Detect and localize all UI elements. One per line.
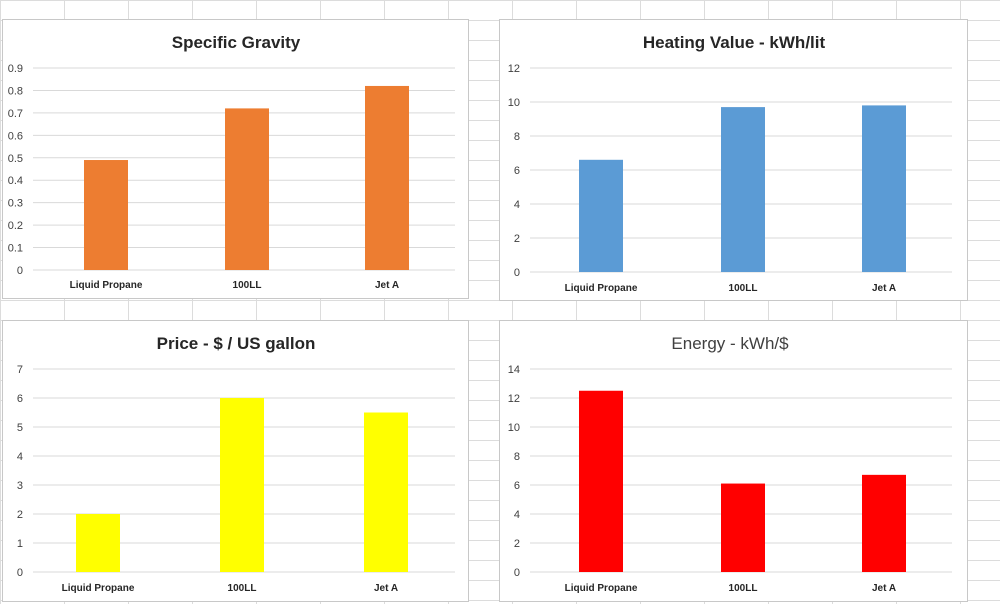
y-tick-label: 14 [508,364,520,376]
y-tick-label: 4 [514,509,520,521]
x-tick-label: Liquid Propane [565,583,638,594]
y-tick-label: 10 [508,97,520,109]
chart-title: Specific Gravity [172,33,301,52]
x-tick-label: Liquid Propane [70,280,143,291]
chart-heating-value[interactable]: Heating Value - kWh/lit 0 2 4 6 8 10 12 Liquid … [499,19,968,301]
y-tick-label: 4 [514,199,520,211]
bar[interactable] [862,105,906,273]
chart-title: Heating Value - kWh/lit [643,33,826,52]
y-tick-label: 5 [17,422,23,434]
chart-energy[interactable]: Energy - kWh/$ 0 2 4 6 8 10 12 14 Liquid Propane… [499,320,968,602]
bar[interactable] [84,160,128,270]
bar[interactable] [721,483,765,572]
y-tick-label: 2 [17,509,23,521]
chart-svg: Heating Value - kWh/lit 0 2 4 6 8 10 12 Liquid … [508,33,952,294]
chart-title: Price - $ / US gallon [157,334,316,353]
y-tick-label: 0.4 [8,175,23,187]
y-tick-label: 0.9 [8,63,23,75]
chart-title: Energy - kWh/$ [671,334,789,353]
y-tick-label: 0.5 [8,153,23,165]
bar[interactable] [579,390,623,572]
y-tick-label: 0 [514,567,520,579]
y-tick-label: 0.6 [8,130,23,142]
y-tick-label: 0.2 [8,220,23,232]
bar[interactable] [862,474,906,572]
x-tick-label: Liquid Propane [62,583,135,594]
y-tick-label: 2 [514,233,520,245]
y-tick-label: 6 [514,480,520,492]
chart-specific-gravity[interactable]: Specific Gravity 0 0.1 0.2 0.3 0.4 0.5 0.6 0.7 0… [2,19,469,299]
y-tick-label: 0.7 [8,108,23,120]
y-tick-label: 1 [17,538,23,550]
y-tick-label: 0.3 [8,198,23,210]
x-tick-label: 100LL [233,280,262,291]
y-tick-label: 12 [508,393,520,405]
bar[interactable] [579,159,623,272]
bar[interactable] [220,398,264,572]
y-tick-label: 7 [17,364,23,376]
bar[interactable] [364,412,408,573]
chart-svg: Specific Gravity 0 0.1 0.2 0.3 0.4 0.5 0.6 0.7 0… [8,33,455,291]
x-tick-label: Jet A [374,583,398,594]
y-tick-label: 8 [514,451,520,463]
y-tick-label: 0 [17,567,23,579]
y-tick-label: 2 [514,538,520,550]
y-tick-label: 4 [17,451,23,463]
x-tick-label: Jet A [872,283,896,294]
x-tick-label: Jet A [872,583,896,594]
x-tick-label: Jet A [375,280,399,291]
y-tick-label: 0 [17,265,23,277]
x-tick-label: 100LL [228,583,257,594]
x-tick-label: 100LL [729,583,758,594]
y-tick-label: 8 [514,131,520,143]
y-tick-label: 6 [17,393,23,405]
bar[interactable] [225,108,269,271]
chart-svg: Energy - kWh/$ 0 2 4 6 8 10 12 14 Liquid Propane… [508,334,952,594]
y-tick-label: 0.8 [8,85,23,97]
chart-svg: Price - $ / US gallon 0 1 2 3 4 5 6 7 Liquid Pro… [17,334,455,594]
y-tick-label: 0 [514,267,520,279]
x-tick-label: Liquid Propane [565,283,638,294]
chart-price[interactable]: Price - $ / US gallon 0 1 2 3 4 5 6 7 Liquid Pro… [2,320,469,602]
bar[interactable] [76,514,120,572]
y-tick-label: 12 [508,63,520,75]
y-tick-label: 10 [508,422,520,434]
y-tick-label: 3 [17,480,23,492]
x-tick-label: 100LL [729,283,758,294]
bar[interactable] [365,85,409,270]
bar[interactable] [721,107,765,272]
y-tick-label: 6 [514,165,520,177]
y-tick-label: 0.1 [8,243,23,255]
